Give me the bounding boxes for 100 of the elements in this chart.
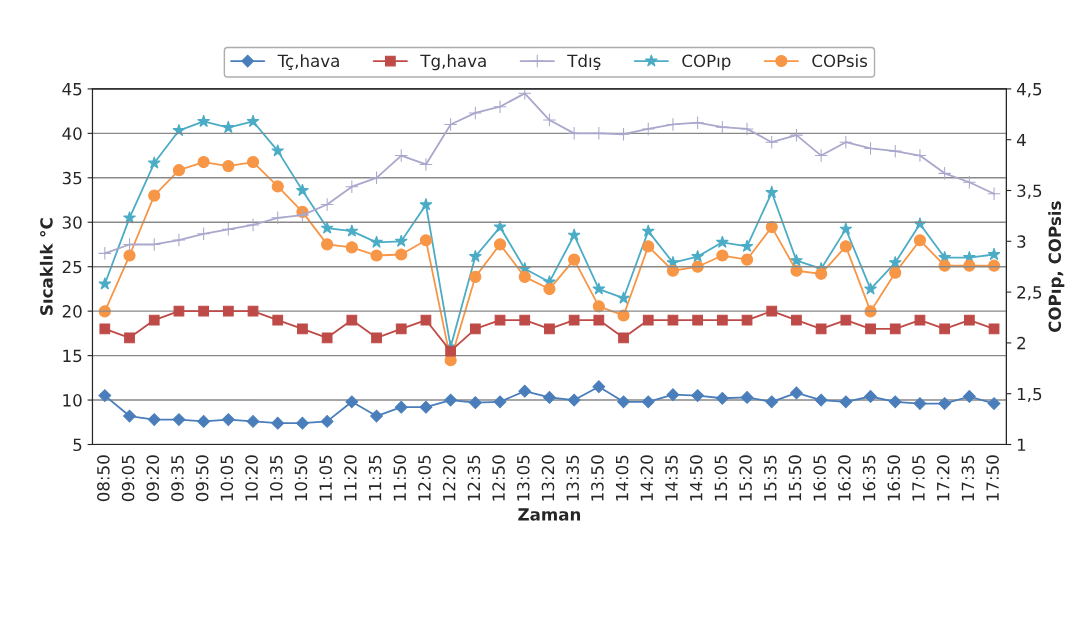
point (567, 393, 581, 407)
point (246, 155, 260, 169)
point (394, 148, 409, 163)
point (297, 323, 308, 335)
x-tick-label: 13:50 (591, 455, 604, 501)
point (246, 414, 260, 428)
y2-tick-label: 1,5 (1017, 387, 1042, 402)
point (617, 291, 631, 304)
point (271, 144, 285, 157)
x-tick-label: 11:05 (319, 455, 332, 501)
y-tick-label: 40 (62, 127, 82, 140)
point (913, 397, 927, 411)
point (938, 397, 952, 411)
x-tick-label: 12:05 (418, 455, 431, 501)
point (740, 253, 754, 266)
x-tick-label: 10:20 (245, 455, 258, 501)
point (864, 282, 878, 295)
point (345, 395, 359, 409)
point (642, 314, 654, 326)
point (370, 235, 383, 248)
point (568, 253, 581, 266)
point (542, 113, 557, 127)
point (395, 248, 408, 261)
point (196, 227, 211, 241)
point (740, 239, 754, 252)
y2-axis-title: COPıp, COPsis (1048, 201, 1065, 332)
x-tick-label: 16:05 (813, 455, 826, 501)
point (493, 238, 507, 251)
point (839, 222, 853, 235)
point (419, 197, 433, 211)
point (370, 409, 383, 423)
x-tick-label: 15:35 (763, 455, 777, 501)
point (865, 323, 876, 335)
point (518, 384, 532, 398)
point (840, 314, 852, 326)
point (691, 389, 705, 403)
point (766, 305, 778, 317)
point (592, 126, 606, 141)
point (345, 224, 359, 237)
point (962, 175, 977, 190)
y-tick-label: 25 (62, 260, 82, 274)
point (123, 211, 136, 224)
point (567, 126, 581, 141)
point (271, 180, 284, 193)
point (789, 253, 803, 267)
x-tick-label: 13:20 (541, 455, 555, 501)
point (790, 386, 803, 400)
x-tick-label: 09:50 (195, 455, 209, 502)
point (715, 391, 729, 405)
x-tick-label: 10:50 (294, 455, 308, 501)
point (937, 166, 952, 181)
y-tick-label: 5 (73, 438, 82, 452)
point (197, 414, 211, 428)
point (666, 388, 680, 402)
x-tick-label: 12:35 (467, 455, 481, 501)
legend-label: Tdış (567, 54, 601, 71)
point (716, 249, 729, 262)
point (987, 187, 1001, 201)
point (148, 314, 160, 326)
point (320, 197, 334, 212)
point (715, 120, 730, 134)
point (419, 234, 433, 247)
point (888, 144, 903, 158)
point (666, 117, 680, 132)
x-tick-label: 11:50 (393, 455, 407, 501)
point (987, 247, 1001, 261)
point (172, 233, 186, 247)
point (295, 183, 309, 197)
x-tick-label: 14:05 (615, 455, 629, 501)
x-tick-label: 10:05 (220, 455, 234, 501)
point (147, 156, 161, 169)
point (197, 114, 211, 127)
point (764, 135, 779, 150)
point (740, 390, 754, 404)
point (568, 314, 580, 326)
point (270, 211, 285, 225)
point (246, 114, 260, 127)
point (939, 323, 951, 335)
x-tick-label: 17:35 (961, 455, 975, 501)
x-tick-label: 15:50 (788, 455, 802, 501)
point (98, 246, 112, 261)
x-tick-label: 11:20 (344, 455, 357, 501)
point (839, 395, 853, 409)
point (346, 314, 358, 326)
point (716, 314, 728, 326)
y2-tick-label: 4 (1016, 133, 1026, 147)
x-tick-label: 17:20 (936, 455, 950, 501)
y-tick-label: 35 (62, 171, 82, 185)
point (395, 323, 407, 335)
x-tick-label: 14:20 (640, 455, 654, 501)
point (173, 305, 185, 317)
point (221, 120, 235, 134)
point (148, 189, 161, 202)
point (493, 99, 507, 114)
y-tick-label: 20 (62, 305, 82, 318)
point (469, 323, 481, 335)
y2-tick-label: 3,5 (1017, 184, 1042, 199)
point (370, 249, 383, 262)
point (371, 332, 382, 344)
point (765, 395, 779, 409)
